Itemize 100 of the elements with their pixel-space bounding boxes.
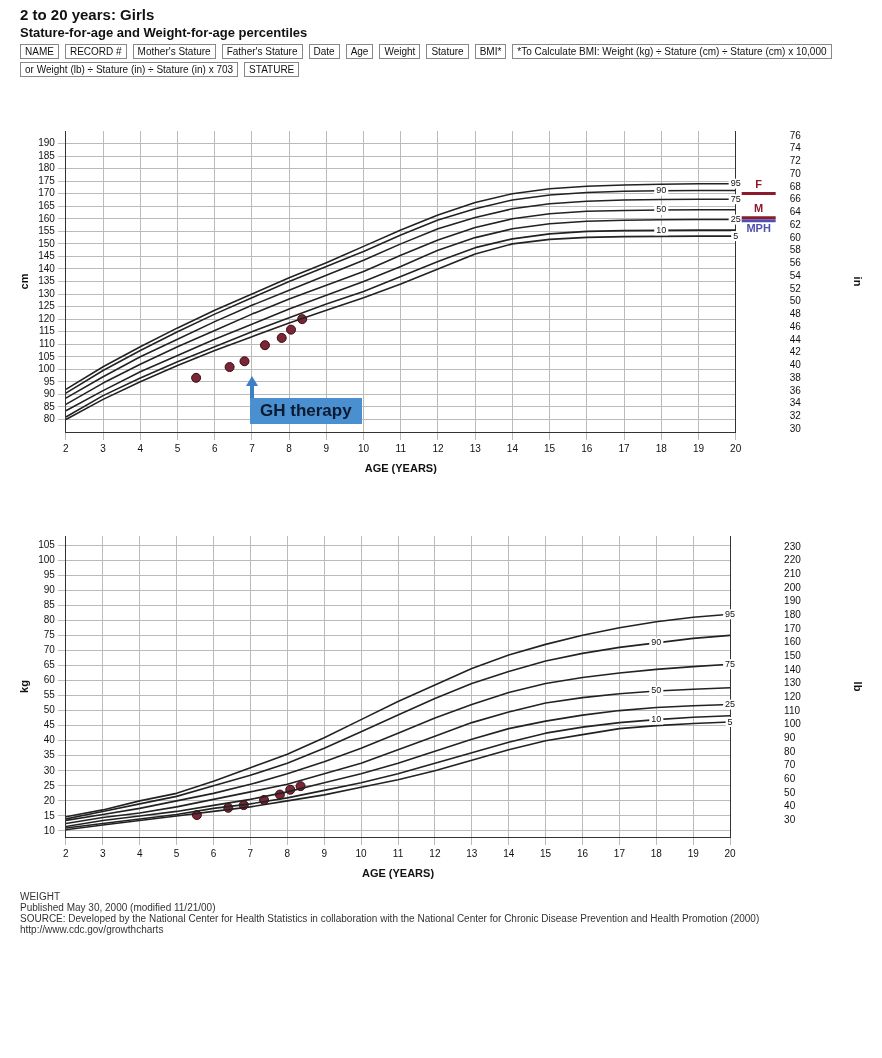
text: Mother's Stature	[132, 44, 216, 59]
y2-tick-label: 42	[789, 346, 802, 358]
series-label: 5	[727, 716, 733, 727]
series-label: 75	[730, 193, 741, 204]
x-axis-title: AGE (YEARS)	[364, 461, 438, 474]
x-tick-label: 17	[613, 847, 626, 859]
y-tick-label: 105	[38, 538, 56, 550]
y-tick-label: 105	[38, 350, 56, 362]
point	[286, 324, 297, 335]
y-tick-label: 65	[43, 659, 56, 671]
x-tick-label: 18	[650, 847, 663, 859]
x-tick-label: 19	[687, 847, 700, 859]
y2-tick-label: 72	[789, 155, 802, 167]
x-tick-label: 12	[429, 847, 441, 859]
y-tick-label: 95	[43, 568, 56, 580]
y2-tick-label: 50	[789, 295, 802, 307]
y-tick-label: 10	[43, 824, 56, 836]
y2-tick-label: 70	[784, 759, 796, 771]
y2-axis-title: lb	[852, 681, 865, 692]
x-tick-label: 16	[576, 847, 589, 859]
y-tick-label: 15	[43, 809, 56, 821]
x-tick-label: 12	[432, 442, 444, 454]
y2-tick-label: 130	[784, 677, 802, 689]
y2-tick-label: 230	[784, 540, 802, 552]
y2-tick-label: 170	[784, 622, 802, 634]
series-label: 10	[656, 224, 667, 235]
text: Date	[308, 44, 340, 59]
y-tick-label: 170	[38, 187, 56, 199]
x-tick-label: 9	[321, 847, 328, 859]
chart-title: 2 to 20 years: Girls	[20, 6, 156, 23]
y-axis-title: cm	[17, 273, 30, 290]
x-tick-label: 7	[247, 847, 254, 859]
text: WEIGHT	[20, 891, 61, 902]
x-tick-label: 13	[466, 847, 478, 859]
x-tick-label: 18	[655, 442, 668, 454]
y2-tick-label: 40	[784, 800, 796, 812]
x-tick-label: 20	[724, 847, 737, 859]
x-tick-label: 5	[174, 442, 181, 454]
x-tick-label: 10	[358, 442, 370, 454]
ref-line-label: F	[755, 177, 763, 190]
y2-tick-label: 90	[784, 731, 796, 743]
y2-tick-label: 34	[789, 397, 802, 409]
x-tick-label: 20	[730, 442, 742, 454]
y-tick-label: 100	[38, 553, 56, 565]
text: Stature	[426, 44, 469, 59]
y-tick-label: 90	[43, 583, 56, 595]
y2-tick-label: 44	[789, 333, 802, 345]
y2-tick-label: 70	[789, 167, 802, 179]
y2-tick-label: 62	[789, 218, 802, 230]
x-tick-label: 6	[210, 847, 217, 859]
y2-tick-label: 54	[789, 269, 802, 281]
y2-tick-label: 120	[784, 691, 802, 702]
y-tick-label: 110	[38, 337, 56, 349]
y2-tick-label: 76	[789, 129, 802, 141]
y-tick-label: 20	[43, 794, 56, 806]
y-tick-label: 35	[43, 749, 56, 761]
x-tick-label: 2	[63, 442, 70, 454]
x-tick-label: 2	[63, 847, 70, 859]
series-label: 90	[651, 637, 662, 648]
y-tick-label: 55	[43, 689, 56, 701]
y-tick-label: 90	[43, 388, 56, 400]
chart-subtitle: Stature-for-age and Weight-for-age percentiles	[20, 25, 309, 40]
y-tick-label: 30	[43, 764, 56, 776]
y-tick-label: 125	[38, 300, 56, 312]
text: Weight	[379, 44, 421, 59]
ref-line-label: M	[754, 202, 764, 215]
series-label: 10	[651, 714, 662, 725]
x-tick-label: 7	[249, 442, 256, 454]
x-tick-label: 14	[503, 847, 515, 859]
y2-tick-label: 210	[784, 568, 802, 580]
y-tick-label: 95	[43, 375, 56, 387]
x-tick-label: 10	[355, 847, 368, 859]
y2-tick-label: 64	[789, 206, 802, 218]
x-tick-label: 8	[284, 847, 291, 859]
y2-tick-label: 60	[784, 772, 796, 784]
y2-tick-label: 220	[784, 554, 802, 566]
y-tick-label: 165	[38, 200, 56, 211]
series-label: 50	[656, 204, 667, 215]
series-label: 50	[651, 685, 662, 696]
y2-tick-label: 74	[789, 142, 802, 154]
y-tick-label: 160	[38, 212, 56, 224]
y-tick-label: 85	[43, 400, 56, 412]
y2-tick-label: 60	[789, 231, 802, 243]
y-tick-label: 140	[38, 262, 56, 274]
text: or Weight (lb) ÷ Stature (in) ÷ Stature (in) x 703	[20, 62, 239, 77]
x-tick-label: 5	[173, 847, 180, 859]
x-tick-label: 14	[506, 442, 519, 454]
y-tick-label: 115	[38, 325, 56, 337]
y-tick-label: 130	[38, 287, 56, 299]
text: Father's Stature	[221, 44, 303, 59]
text: Published May 30, 2000 (modified 11/21/00)	[20, 902, 216, 913]
text: BMI*	[474, 44, 507, 59]
y-tick-label: 75	[43, 629, 56, 641]
x-tick-label: 17	[618, 442, 631, 454]
y-tick-label: 85	[43, 598, 56, 610]
x-tick-label: 11	[392, 847, 404, 859]
y-tick-label: 80	[43, 413, 56, 425]
y2-tick-label: 68	[789, 180, 802, 192]
x-tick-label: 3	[100, 442, 107, 454]
y-tick-label: 80	[43, 614, 56, 626]
